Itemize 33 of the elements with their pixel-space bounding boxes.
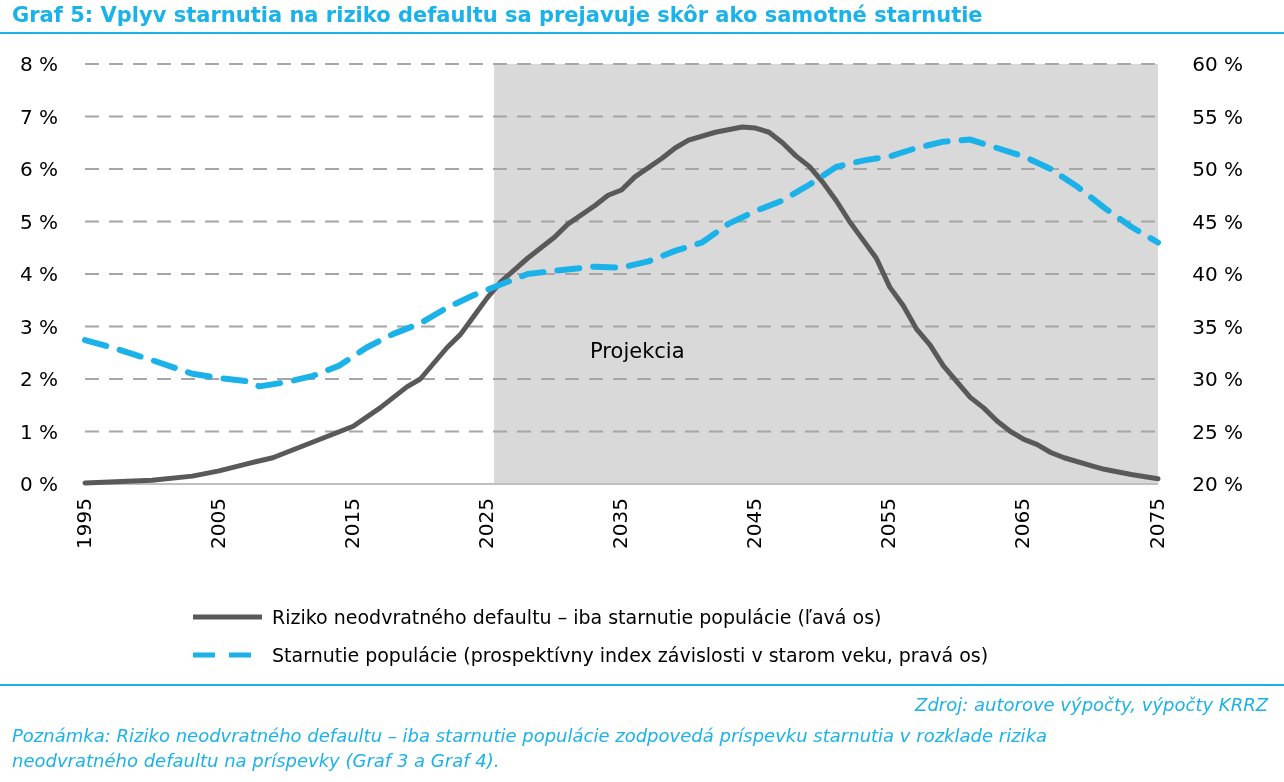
band-label: Projekcia xyxy=(590,339,685,363)
x-tick-label: 2015 xyxy=(339,498,364,549)
y2-tick-label: 35 % xyxy=(1192,314,1243,339)
x-tick-label: 2065 xyxy=(1010,498,1035,549)
y2-tick-label: 60 % xyxy=(1192,52,1243,76)
legend-label: Starnutie populácie (prospektívny index závislosti v starom veku, pravá os) xyxy=(272,644,989,666)
y2-tick-label: 25 % xyxy=(1192,419,1243,444)
x-tick-label: 2005 xyxy=(205,498,230,549)
x-tick-label: 1995 xyxy=(71,498,96,549)
x-tick-label: 2055 xyxy=(876,498,901,549)
legend-label: Riziko neodvratného defaultu – iba starnutie populácie (ľavá os) xyxy=(272,606,882,628)
y-tick-label: 7 % xyxy=(19,104,58,129)
y-tick-label: 0 % xyxy=(19,472,58,496)
y-tick-label: 1 % xyxy=(19,419,58,444)
y2-tick-label: 30 % xyxy=(1192,367,1243,391)
y-tick-label: 8 % xyxy=(19,52,58,76)
text: Poznámka: Riziko neodvratného defaultu – iba starnutie populácie zodpovedá príspevku starnutia v rozklade rizika neodvratného defaultu na príspevky (Graf 3 a Graf 4). xyxy=(12,725,1048,771)
x-tick-label: 2025 xyxy=(473,498,498,549)
y2-tick-label: 50 % xyxy=(1192,157,1243,181)
y-tick-label: 6 % xyxy=(19,157,58,181)
y2-tick-label: 20 % xyxy=(1192,472,1243,496)
y2-tick-label: 45 % xyxy=(1192,209,1243,234)
x-tick-label: 2035 xyxy=(608,498,632,549)
y-tick-label: 3 % xyxy=(19,314,58,339)
y-tick-label: 5 % xyxy=(19,209,58,234)
y-tick-label: 2 % xyxy=(19,367,58,391)
y-tick-label: 4 % xyxy=(19,262,58,286)
chart-title: Graf 5: Vplyv starnutia na riziko defaultu sa prejavuje skôr ako samotné starnutie xyxy=(12,3,983,27)
text: Zdroj: autorove výpočty, výpočty KRRZ xyxy=(914,694,1269,715)
x-tick-label: 2075 xyxy=(1144,498,1169,549)
x-tick-label: 2045 xyxy=(742,498,767,549)
y2-tick-label: 55 % xyxy=(1192,104,1243,129)
y2-tick-label: 40 % xyxy=(1192,262,1243,286)
